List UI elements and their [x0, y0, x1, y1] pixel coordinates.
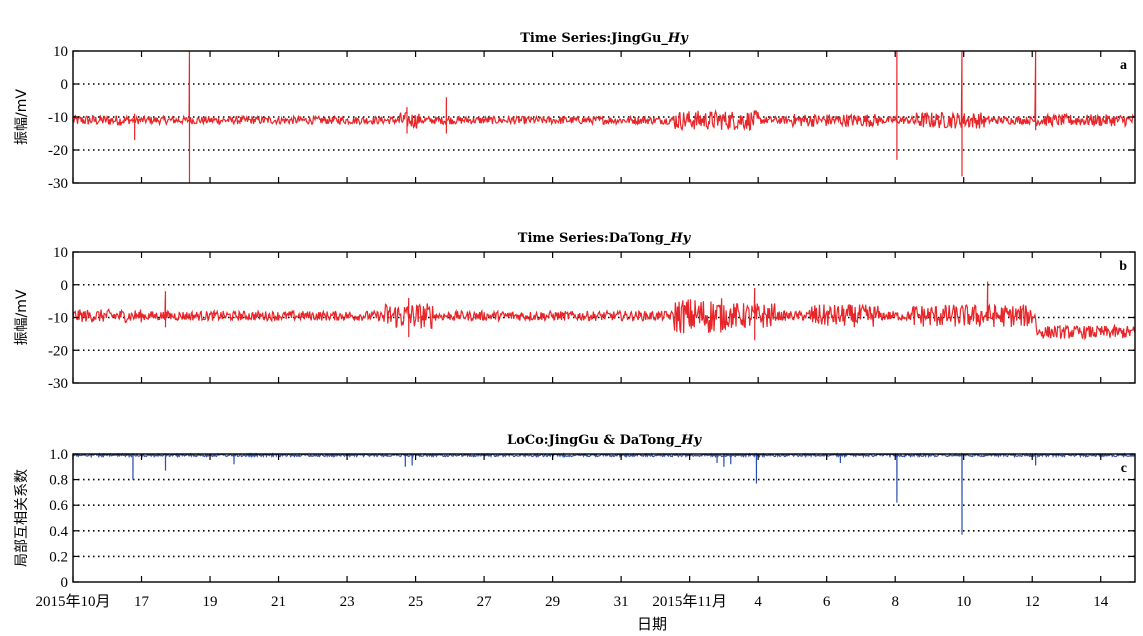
x-tick-label: 25: [408, 594, 423, 610]
x-tick-label: 12: [1025, 594, 1040, 610]
y-tick-label: -30: [48, 176, 68, 192]
y-tick-label: -10: [48, 110, 68, 126]
x-tick-label: 8: [891, 594, 899, 610]
chart-title-italic: Hy: [669, 231, 691, 246]
x-tick-label: 21: [271, 594, 286, 610]
y-tick-label: -20: [48, 143, 68, 159]
plot-frame: [72, 453, 1136, 583]
chart-title: Time Series:DaTong_Hy: [518, 231, 692, 246]
x-tick-label: 2015年11月: [652, 593, 726, 610]
panel-letter: a: [1120, 58, 1127, 73]
x-tick-label: 4: [754, 594, 762, 610]
x-tick-label: 6: [823, 594, 831, 610]
y-axis-label: 振幅/mV: [14, 289, 30, 345]
x-axis: 2015年10月 17 19 21 23 25 27 29 31 2015年11月 4 6 8 10 12 1…: [35, 593, 1108, 610]
y-tick-label: -10: [48, 311, 68, 327]
x-tick-label: 23: [340, 594, 355, 610]
chart-title-italic: Hy: [680, 433, 702, 448]
panel-letter: c: [1121, 461, 1127, 476]
y-tick-label: 10: [53, 245, 68, 261]
series-line: [72, 452, 1136, 535]
y-tick-label: 0.4: [49, 524, 68, 540]
x-tick-label: 2015年10月: [35, 593, 110, 610]
chart-title: LoCo:JingGu & DaTong_Hy: [507, 433, 702, 448]
y-axis-label: 局部互相关系数: [14, 469, 30, 567]
y-axis-label: 振幅/mV: [14, 89, 30, 145]
y-tick-label: 0.6: [49, 498, 68, 514]
x-tick-label: 29: [545, 594, 560, 610]
series-line: [72, 281, 1136, 341]
x-tick-label: 19: [203, 594, 218, 610]
x-tick-label: 27: [477, 594, 493, 610]
chart-title-text: LoCo:JingGu & DaTong_: [507, 433, 682, 448]
series-line: [72, 50, 1136, 184]
chart-title: Time Series:JingGu_Hy: [520, 31, 689, 46]
chart-title-text: Time Series:DaTong_: [518, 231, 671, 246]
y-tick-label: -30: [48, 376, 68, 392]
panel-letter: b: [1119, 259, 1127, 274]
chart-title-text: Time Series:JingGu_: [520, 31, 668, 46]
x-tick-label: 10: [956, 594, 971, 610]
x-axis-label: 日期: [637, 615, 667, 633]
y-tick-label: 10: [53, 44, 68, 60]
x-tick-label: 31: [614, 594, 629, 610]
x-tick-label: 14: [1093, 594, 1109, 610]
y-tick-label: 0: [61, 77, 69, 93]
y-tick-label: 0: [61, 278, 69, 294]
y-tick-label: 0.8: [49, 473, 68, 489]
y-tick-label: 0.2: [49, 549, 68, 565]
y-tick-label: 0: [61, 575, 69, 591]
x-tick-label: 17: [134, 594, 150, 610]
y-tick-label: 1.0: [49, 447, 68, 463]
chart-title-italic: Hy: [667, 31, 689, 46]
y-tick-label: -20: [48, 343, 68, 359]
